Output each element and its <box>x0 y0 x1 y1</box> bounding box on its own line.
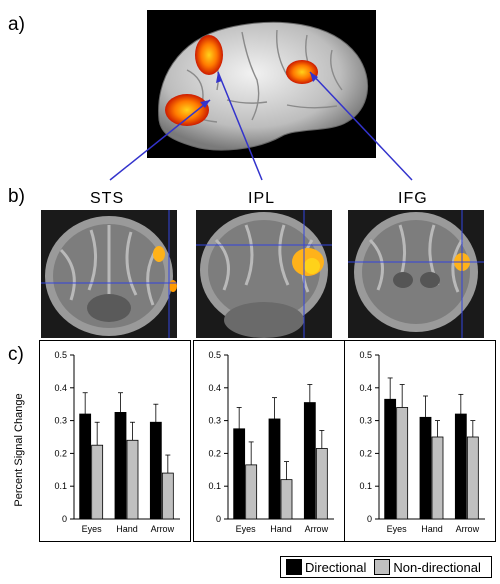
chart-legend: Directional Non-directional <box>280 556 492 578</box>
y-tick-label: 0.2 <box>54 448 67 458</box>
y-tick-label: 0.3 <box>54 416 67 426</box>
y-tick-label: 0.4 <box>208 383 221 393</box>
bar-non-directional <box>280 479 293 520</box>
region-pointer-arrows <box>109 71 413 181</box>
panel-label-a: a) <box>8 14 25 35</box>
legend-swatch-directional <box>286 559 302 575</box>
y-tick-label: 0 <box>367 514 372 524</box>
bar-directional <box>384 398 397 520</box>
y-tick-label: 0.5 <box>54 350 67 360</box>
mri-slice-ifg <box>348 210 484 338</box>
mri-slice-ipl <box>196 210 332 338</box>
brain-surface-image <box>158 21 369 151</box>
x-tick-label: Arrow <box>305 524 329 534</box>
bar-chart-ipl-svg: 0 0.1 0.2 0.3 0.4 0.5 Eyes Hand Arrow <box>208 350 334 534</box>
panel-label-b: b) <box>8 186 25 207</box>
bar-non-directional <box>466 436 479 520</box>
x-tick-label: Hand <box>421 524 443 534</box>
x-tick-label: Arrow <box>151 524 175 534</box>
mri-slice-ifg-image <box>348 210 484 338</box>
bar-chart-ipl: 0 0.1 0.2 0.3 0.4 0.5 Eyes Hand Arrow <box>193 340 345 542</box>
legend-swatch-non-directional <box>374 559 391 575</box>
bar-non-directional <box>91 444 104 520</box>
bar-directional <box>419 416 432 520</box>
region-label-ipl: IPL <box>248 190 276 207</box>
bar-directional <box>233 428 246 520</box>
y-axis-label: Percent Signal Change <box>13 393 25 506</box>
x-tick-label: Eyes <box>82 524 103 534</box>
legend-label-directional: Directional <box>305 559 367 575</box>
arrow-sts <box>109 99 211 181</box>
bar-non-directional <box>245 464 258 520</box>
region-label-sts: STS <box>90 190 125 207</box>
y-tick-label: 0.3 <box>208 416 221 426</box>
bar-non-directional <box>396 407 409 520</box>
arrow-head-ipl <box>216 72 222 83</box>
y-tick-label: 0.5 <box>208 350 221 360</box>
activation-ipl <box>195 35 223 75</box>
y-axis-title: Percent Signal Change <box>13 393 25 506</box>
bar-chart-sts: 0 0.1 0.2 0.3 0.4 0.5 Eyes Hand Arrow <box>39 340 191 542</box>
y-tick-label: 0.1 <box>208 481 221 491</box>
bar-directional <box>303 402 316 520</box>
x-tick-label: Arrow <box>456 524 480 534</box>
x-tick-label: Eyes <box>236 524 257 534</box>
x-tick-label: Eyes <box>387 524 408 534</box>
legend-label-non-directional: Non-directional <box>393 559 481 575</box>
bar-directional <box>114 412 127 520</box>
y-tick-label: 0.2 <box>359 448 372 458</box>
y-tick-label: 0.4 <box>54 383 67 393</box>
bar-chart-ifg: 0 0.1 0.2 0.3 0.4 0.5 Eyes Hand Arrow <box>344 340 496 542</box>
x-tick-label: Hand <box>270 524 292 534</box>
activation-sts <box>165 94 209 126</box>
bar-directional <box>79 413 92 520</box>
y-tick-label: 0.3 <box>359 416 372 426</box>
mri-slice-sts-image <box>41 210 177 338</box>
activation-ifg <box>286 60 318 84</box>
arrow-head-sts <box>200 100 210 108</box>
arrow-ipl <box>217 71 263 181</box>
bar-chart-ifg-svg: 0 0.1 0.2 0.3 0.4 0.5 Eyes Hand Arrow <box>359 350 485 534</box>
y-tick-label: 0 <box>216 514 221 524</box>
bar-directional <box>149 421 162 520</box>
mri-slice-ipl-image <box>196 210 332 338</box>
y-tick-label: 0.1 <box>54 481 67 491</box>
bar-chart-sts-svg: 0 0.1 0.2 0.3 0.4 0.5 Eyes Hand Arrow <box>54 350 180 534</box>
arrow-ifg <box>309 71 413 181</box>
y-tick-label: 0 <box>62 514 67 524</box>
activation-blob-sts <box>153 246 165 262</box>
bar-non-directional <box>431 436 444 520</box>
y-tick-label: 0.4 <box>359 383 372 393</box>
y-tick-label: 0.1 <box>359 481 372 491</box>
bar-non-directional <box>126 439 139 520</box>
arrow-head-ifg <box>310 72 318 82</box>
x-tick-label: Hand <box>116 524 138 534</box>
y-tick-label: 0.2 <box>208 448 221 458</box>
bar-non-directional <box>161 472 174 520</box>
bar-non-directional <box>315 448 328 520</box>
bar-directional <box>454 413 467 520</box>
bar-directional <box>268 418 281 520</box>
brain-3d-render <box>147 10 376 158</box>
panel-label-c: c) <box>8 344 24 365</box>
region-label-ifg: IFG <box>398 190 428 207</box>
mri-slice-sts <box>41 210 177 338</box>
y-tick-label: 0.5 <box>359 350 372 360</box>
